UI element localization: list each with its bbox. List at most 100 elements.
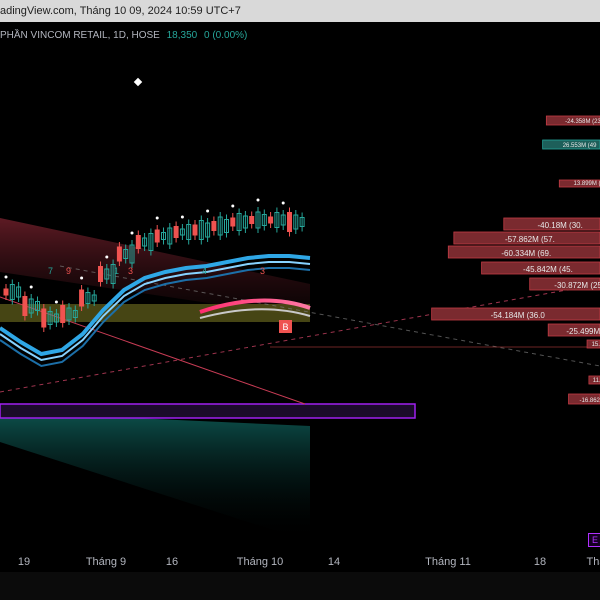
candle xyxy=(230,217,236,227)
volume-profile-label: -60.334M (69. xyxy=(501,249,551,258)
candle xyxy=(79,289,85,307)
signal-dot xyxy=(80,276,84,280)
candle-count-label: 7 xyxy=(48,266,53,276)
candle xyxy=(299,217,305,227)
candle xyxy=(116,246,122,262)
ribbon-blue-light xyxy=(0,261,311,362)
sell-marker-label: B xyxy=(282,322,288,332)
signal-dot xyxy=(105,255,109,259)
candle xyxy=(98,266,103,282)
volume-profile: -24.358M (23 26.553M (49 13.899M (28 -40.18… xyxy=(431,115,600,405)
volume-profile-label: -45.842M (45. xyxy=(523,265,573,274)
volume-profile-label: -24.358M (23 xyxy=(565,119,600,125)
candle xyxy=(217,216,223,236)
candle xyxy=(148,233,154,251)
signal-dot xyxy=(180,215,184,219)
trend-line-pink xyxy=(0,283,600,393)
x-tick-label: 16 xyxy=(165,556,179,568)
resistance-channel xyxy=(0,218,310,318)
x-axis[interactable]: 19 Tháng 9 16 Tháng 10 14 Tháng 11 18 Thá xyxy=(0,548,600,572)
candle xyxy=(66,307,72,321)
candle xyxy=(135,235,141,249)
volume-profile-label: -16.862M (36. xyxy=(580,398,600,404)
candle xyxy=(16,286,22,298)
volume-profile-bar xyxy=(481,261,600,275)
candle xyxy=(173,226,179,238)
signal-dot xyxy=(256,198,260,202)
x-tick-label: Tháng 11 xyxy=(425,556,471,568)
candle xyxy=(72,310,78,318)
x-tick-label: Thá xyxy=(586,556,600,568)
volume-profile-label: -57.862M (57. xyxy=(505,235,555,244)
candle xyxy=(129,244,135,264)
price-change: 0 (0.00%) xyxy=(204,30,248,41)
candle xyxy=(3,288,9,296)
purple-box xyxy=(0,403,416,419)
top-bar: adingView.com, Tháng 10 09, 2024 10:59 U… xyxy=(0,0,600,22)
signal-dot xyxy=(155,216,159,220)
signal-dot xyxy=(281,201,285,205)
volume-profile-label: -40.18M (30. xyxy=(537,221,582,230)
volume-profile-label: 26.553M (49 xyxy=(563,143,597,149)
candle xyxy=(110,264,116,284)
candle xyxy=(85,292,91,304)
ribbon-blue-dark xyxy=(0,267,311,368)
candle xyxy=(28,298,34,314)
symbol-name: PHẦN VINCOM RETAIL, 1D, HOSE xyxy=(0,30,160,41)
candle xyxy=(91,294,97,302)
candle xyxy=(261,214,267,226)
ribbon-group xyxy=(0,254,311,368)
x-tick-label: 14 xyxy=(327,556,341,568)
x-tick-label: Tháng 10 xyxy=(236,556,284,568)
candle-count-label: 1 xyxy=(114,266,119,276)
ribbon-grey-band xyxy=(199,308,311,319)
candle xyxy=(205,222,211,238)
candle xyxy=(123,249,129,259)
x-tick-label: 18 xyxy=(533,556,547,568)
volume-profile-label: -30.872M (25.6 xyxy=(554,281,600,290)
volume-profile-label: 15.887M (33 xyxy=(592,342,600,348)
bottom-toolbar xyxy=(0,572,600,600)
candle xyxy=(224,219,229,233)
volume-profile-label: -25.499M (33.3 xyxy=(566,327,600,336)
candle xyxy=(287,212,292,232)
sell-marker-box xyxy=(279,320,292,333)
candle xyxy=(280,214,286,226)
candle xyxy=(161,232,166,240)
event-marker[interactable]: E xyxy=(588,533,600,547)
candle xyxy=(249,216,255,224)
volume-profile-bar xyxy=(588,375,600,385)
candle xyxy=(53,313,59,323)
candle xyxy=(60,305,66,323)
trend-line-red xyxy=(0,296,306,405)
candle xyxy=(274,212,280,228)
candle xyxy=(293,214,299,230)
diamond-marker xyxy=(133,77,143,87)
candle xyxy=(242,215,248,229)
support-cloud xyxy=(0,412,310,542)
volume-profile-label: 13.899M (28 xyxy=(574,181,600,187)
volume-profile-bar xyxy=(547,323,600,337)
candle xyxy=(9,284,15,300)
symbol-legend[interactable]: PHẦN VINCOM RETAIL, 1D, HOSE 18,350 0 (0… xyxy=(0,30,247,41)
candle xyxy=(186,224,192,240)
volume-profile-bar xyxy=(453,231,600,245)
candle-count-label: 4 xyxy=(202,266,207,276)
candle xyxy=(179,228,185,236)
signal-dot xyxy=(206,209,210,213)
candle xyxy=(255,211,261,229)
candle xyxy=(47,311,53,325)
signal-dot xyxy=(130,231,134,235)
candle-count-label: 3 xyxy=(260,266,265,276)
candle xyxy=(41,308,47,328)
last-price: 18,350 xyxy=(166,30,198,41)
volume-profile-bar xyxy=(431,307,600,321)
signal-dot xyxy=(4,275,8,279)
ribbon-blue-band xyxy=(0,254,311,357)
candle xyxy=(198,220,204,240)
candle xyxy=(104,268,110,280)
candle xyxy=(192,224,198,236)
candle-count-label: 3 xyxy=(128,266,133,276)
volume-profile-bar xyxy=(542,139,600,150)
